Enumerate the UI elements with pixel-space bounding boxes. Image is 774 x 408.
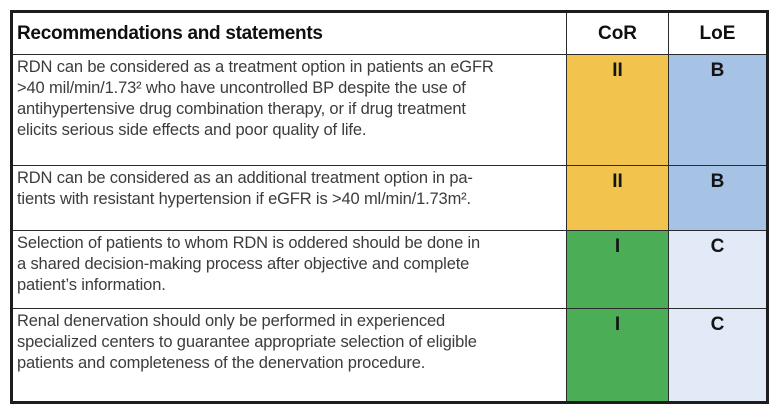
- header-loe: LoE: [668, 11, 768, 55]
- statement-cell: RDN can be considered as an additional t…: [11, 165, 567, 231]
- table-header-row: Recommendations and statements CoR LoE: [11, 11, 768, 55]
- loe-cell: C: [668, 230, 768, 309]
- table-row: RDN can be considered as an additional t…: [11, 165, 768, 231]
- loe-cell: B: [668, 165, 768, 231]
- header-cor: CoR: [566, 11, 669, 55]
- cor-cell: I: [566, 230, 669, 309]
- statement-cell: RDN can be considered as a treatment opt…: [11, 54, 567, 166]
- cor-cell: II: [566, 165, 669, 231]
- header-statement: Recommendations and statements: [11, 11, 567, 55]
- table-row: RDN can be considered as a treatment opt…: [11, 54, 768, 166]
- table-row: Selection of patients to whom RDN is odd…: [11, 230, 768, 309]
- cor-cell: II: [566, 54, 669, 166]
- recommendations-table: Recommendations and statements CoR LoE R…: [10, 10, 769, 404]
- statement-cell: Renal denervation should only be perform…: [11, 308, 567, 403]
- loe-cell: C: [668, 308, 768, 403]
- table-row: Renal denervation should only be perform…: [11, 308, 768, 403]
- loe-cell: B: [668, 54, 768, 166]
- cor-cell: I: [566, 308, 669, 403]
- statement-cell: Selection of patients to whom RDN is odd…: [11, 230, 567, 309]
